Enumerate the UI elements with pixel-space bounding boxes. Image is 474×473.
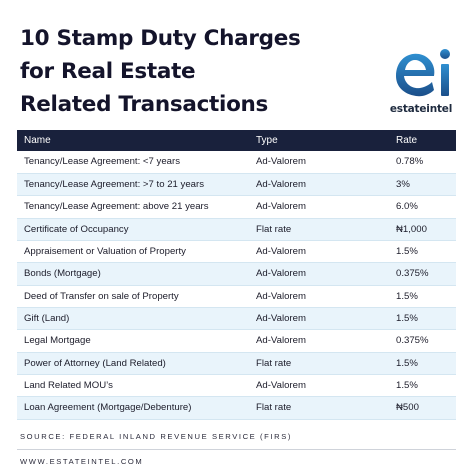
cell-rate: 3% (377, 173, 456, 197)
cell-type: Flat rate (248, 396, 377, 420)
cell-name: Power of Attorney (Land Related) (17, 352, 248, 375)
table-row: Tenancy/Lease Agreement: >7 to 21 years … (17, 173, 456, 197)
cell-rate: 1.5% (377, 307, 456, 331)
cell-rate: ₦500 (377, 396, 456, 420)
cell-type: Ad-Valorem (248, 285, 377, 308)
cell-rate: 0.375% (377, 262, 456, 286)
cell-name: Tenancy/Lease Agreement: <7 years (17, 151, 248, 174)
cell-rate: ₦1,000 (377, 218, 456, 241)
cell-name: Gift (Land) (17, 307, 248, 331)
table-row: Gift (Land) Ad-Valorem 1.5% (17, 307, 456, 331)
cell-type: Flat rate (248, 218, 377, 241)
cell-type: Ad-Valorem (248, 151, 377, 174)
cell-rate: 1.5% (377, 285, 456, 308)
logo-wordmark: estateintel (389, 103, 453, 115)
column-header-name: Name (17, 130, 248, 151)
cell-name: Land Related MOU’s (17, 374, 248, 398)
cell-name: Certificate of Occupancy (17, 218, 248, 241)
source-note: SOURCE: FEDERAL INLAND REVENUE SERVICE (… (20, 432, 293, 441)
table-row: Deed of Transfer on sale of Property Ad-… (17, 285, 456, 308)
estateintel-logo: estateintel (386, 42, 456, 115)
table-row: Certificate of Occupancy Flat rate ₦1,00… (17, 218, 456, 241)
cell-rate: 0.375% (377, 329, 456, 353)
title-line-2: for Real Estate (20, 59, 196, 84)
cell-name: Tenancy/Lease Agreement: above 21 years (17, 195, 248, 219)
table-row: Tenancy/Lease Agreement: above 21 years … (17, 195, 456, 219)
table-row: Loan Agreement (Mortgage/Debenture) Flat… (17, 396, 456, 420)
cell-type: Ad-Valorem (248, 262, 377, 286)
table-row: Legal Mortgage Ad-Valorem 0.375% (17, 329, 456, 353)
ei-logo-mark-icon (396, 49, 450, 97)
title-line-1: 10 Stamp Duty Charges (20, 26, 301, 51)
cell-type: Ad-Valorem (248, 329, 377, 353)
cell-type: Ad-Valorem (248, 307, 377, 331)
cell-name: Legal Mortgage (17, 329, 248, 353)
table-row: Bonds (Mortgage) Ad-Valorem 0.375% (17, 262, 456, 286)
cell-name: Loan Agreement (Mortgage/Debenture) (17, 396, 248, 420)
cell-rate: 1.5% (377, 240, 456, 264)
cell-name: Bonds (Mortgage) (17, 262, 248, 286)
cell-rate: 6.0% (377, 195, 456, 219)
table-row: Appraisement or Valuation of Property Ad… (17, 240, 456, 264)
cell-rate: 0.78% (377, 151, 456, 174)
cell-rate: 1.5% (377, 374, 456, 398)
stamp-duty-table: Name Type Rate Tenancy/Lease Agreement: … (17, 130, 456, 420)
title-line-3: Related Transactions (20, 92, 269, 117)
table-row: Power of Attorney (Land Related) Flat ra… (17, 352, 456, 375)
cell-name: Appraisement or Valuation of Property (17, 240, 248, 264)
table-row: Tenancy/Lease Agreement: <7 years Ad-Val… (17, 151, 456, 174)
table-row: Land Related MOU’s Ad-Valorem 1.5% (17, 374, 456, 398)
cell-type: Ad-Valorem (248, 240, 377, 264)
page-title: 10 Stamp Duty Charges for Real Estate Re… (20, 22, 350, 121)
cell-name: Deed of Transfer on sale of Property (17, 285, 248, 308)
cell-type: Ad-Valorem (248, 173, 377, 197)
column-header-rate: Rate (377, 130, 456, 151)
footer-divider (17, 449, 456, 450)
cell-rate: 1.5% (377, 352, 456, 375)
cell-type: Ad-Valorem (248, 195, 377, 219)
table-header-row: Name Type Rate (17, 130, 456, 151)
column-header-type: Type (248, 130, 377, 151)
cell-type: Ad-Valorem (248, 374, 377, 398)
cell-type: Flat rate (248, 352, 377, 375)
cell-name: Tenancy/Lease Agreement: >7 to 21 years (17, 173, 248, 197)
website-link[interactable]: WWW.ESTATEINTEL.COM (20, 457, 144, 466)
